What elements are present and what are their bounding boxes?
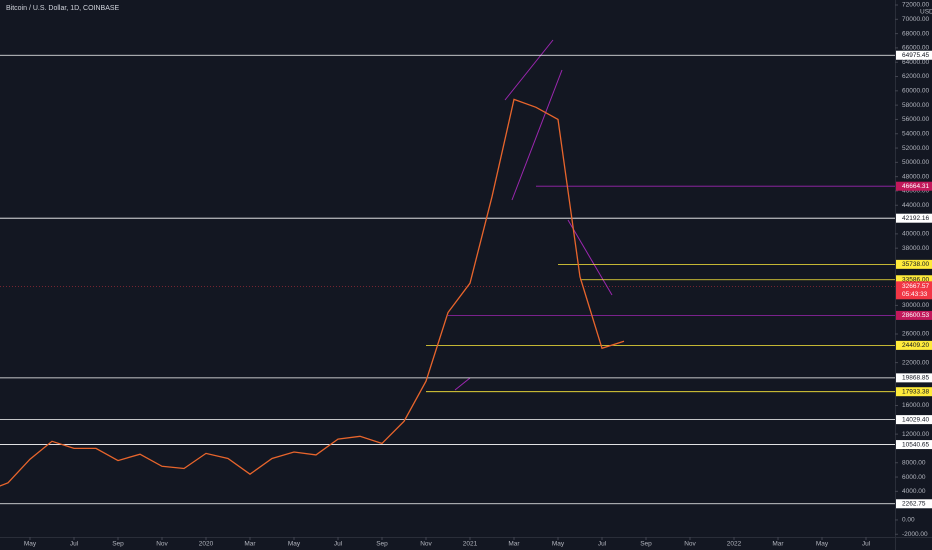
x-tick-label: Mar: [508, 541, 520, 548]
y-tick-label: 4000.00: [902, 488, 926, 495]
x-tick-label: Sep: [376, 541, 388, 548]
chart-title: Bitcoin / U.S. Dollar, 1D, COINBASE: [6, 5, 120, 12]
level-label: 28600.53: [902, 312, 929, 319]
level-label-box: [896, 340, 932, 350]
level-label-box: [896, 415, 932, 425]
y-tick-label: 70000.00: [902, 16, 929, 23]
y-tick-label: 26000.00: [902, 331, 929, 338]
level-label: 2262.75: [902, 500, 926, 507]
level-label-box: [896, 373, 932, 383]
trendlines: [454, 39, 613, 391]
trendline: [567, 219, 613, 296]
trendline: [504, 39, 554, 101]
level-label: 33586.00: [902, 276, 929, 283]
y-tick-label: 16000.00: [902, 402, 929, 409]
x-tick-label: Jul: [862, 541, 871, 548]
x-tick-label: Mar: [772, 541, 784, 548]
level-label: 24409.20: [902, 342, 929, 349]
level-label: 64975.45: [902, 52, 929, 59]
y-tick-label: 66000.00: [902, 45, 929, 52]
y-tick-label: 72000.00: [902, 2, 929, 9]
level-label: 17933.38: [902, 388, 929, 395]
price-line: [0, 98, 625, 487]
y-tick-label: 48000.00: [902, 173, 929, 180]
y-tick-label: -2000.00: [902, 531, 928, 538]
x-tick-label: Jul: [598, 541, 607, 548]
y-tick-label: 0.00: [902, 517, 915, 524]
level-label: 14029.40: [902, 416, 929, 423]
y-tick-label: 8000.00: [902, 459, 926, 466]
y-tick-label: 56000.00: [902, 116, 929, 123]
level-label: 46664.31: [902, 183, 929, 190]
level-label-box: [896, 310, 932, 320]
y-tick-label: 46000.00: [902, 188, 929, 195]
level-label: 35738.00: [902, 261, 929, 268]
level-label-box: [896, 275, 932, 285]
y-tick-label: 68000.00: [902, 30, 929, 37]
y-tick-label: 58000.00: [902, 102, 929, 109]
level-label-box: [896, 259, 932, 269]
x-tick-label: Jul: [70, 541, 79, 548]
y-tick-label: 50000.00: [902, 159, 929, 166]
x-tick-label: Mar: [244, 541, 256, 548]
level-label-box: [896, 499, 932, 509]
x-tick-label: Nov: [684, 541, 696, 548]
level-label-box: [896, 50, 932, 60]
current-price-label: 32667.57: [902, 283, 929, 290]
level-label: 19868.85: [902, 375, 929, 382]
x-tick-label: Jul: [334, 541, 343, 548]
x-tick-label: May: [24, 541, 37, 548]
y-tick-label: 44000.00: [902, 202, 929, 209]
plot: [0, 54, 895, 505]
y-tick-label: 54000.00: [902, 130, 929, 137]
level-label: 10540.65: [902, 441, 929, 448]
y-tick-label: 6000.00: [902, 474, 926, 481]
x-tick-label: Nov: [420, 541, 432, 548]
level-label-box: [896, 181, 932, 191]
x-tick-label: May: [816, 541, 829, 548]
current-price-box: [896, 281, 932, 300]
x-tick-label: 2022: [727, 541, 742, 548]
x-tick-label: 2020: [199, 541, 214, 548]
x-tick-label: Sep: [112, 541, 124, 548]
x-tick-label: Sep: [640, 541, 652, 548]
y-tick-label: 40000.00: [902, 231, 929, 238]
y-tick-label: 64000.00: [902, 59, 929, 66]
y-tick-label: 12000.00: [902, 431, 929, 438]
y-tick-label: 52000.00: [902, 145, 929, 152]
level-label-box: [896, 213, 932, 223]
x-tick-label: Nov: [156, 541, 168, 548]
y-tick-label: 22000.00: [902, 359, 929, 366]
level-label-box: [896, 440, 932, 450]
y-tick-label: 30000.00: [902, 302, 929, 309]
y-tick-label: 62000.00: [902, 73, 929, 80]
level-label: 42192.16: [902, 215, 929, 222]
x-tick-label: May: [288, 541, 301, 548]
y-tick-label: 60000.00: [902, 88, 929, 95]
level-label-box: [896, 387, 932, 397]
x-tick-label: 2021: [463, 541, 478, 548]
trendline: [454, 377, 471, 391]
trendline: [511, 69, 563, 201]
y-tick-label: 38000.00: [902, 245, 929, 252]
y-unit: USD: [920, 9, 932, 16]
countdown-label: 05:43:33: [902, 291, 928, 298]
x-tick-label: May: [552, 541, 565, 548]
